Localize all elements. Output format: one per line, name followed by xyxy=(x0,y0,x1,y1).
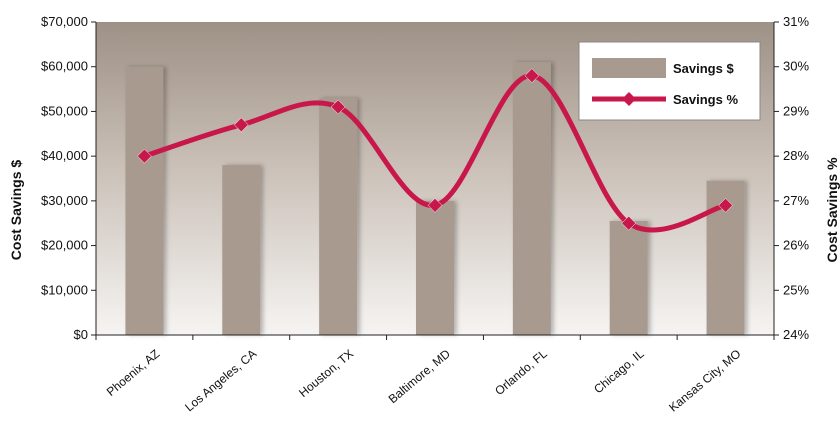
y-tick-label-left: $40,000 xyxy=(41,148,88,163)
bar-savings-dollar xyxy=(609,220,648,335)
y-tick-label-left: $60,000 xyxy=(41,59,88,74)
line-savings-percent xyxy=(141,73,729,233)
marker-savings-percent xyxy=(427,197,443,213)
line-layer xyxy=(137,68,733,233)
bar-savings-dollar xyxy=(125,66,164,335)
category-label: Kansas City, MO xyxy=(666,347,743,415)
category-label: Houston, TX xyxy=(296,347,356,400)
category-label: Los Angeles, CA xyxy=(182,347,259,415)
y-tick-label-right: 29% xyxy=(783,103,809,118)
category-label: Chicago, IL xyxy=(591,346,647,396)
legend-label-savings-dollar: Savings $ xyxy=(673,61,734,76)
y-tick-label-left: $20,000 xyxy=(41,238,88,253)
bars-layer xyxy=(125,62,745,335)
y-axis-title-left: Cost Savings $ xyxy=(8,160,24,261)
y-tick-label-right: 26% xyxy=(783,238,809,253)
bar-savings-dollar xyxy=(319,98,358,335)
y-tick-label-right: 31% xyxy=(783,14,809,29)
y-tick-label-left: $50,000 xyxy=(41,103,88,118)
marker-savings-percent xyxy=(621,215,637,231)
marker-savings-percent xyxy=(330,99,346,115)
y-tick-label-right: 25% xyxy=(783,282,809,297)
legend: Savings $ Savings % xyxy=(578,41,761,121)
y-tick-label-right: 27% xyxy=(783,193,809,208)
bar-savings-dollar xyxy=(512,62,551,335)
bar-savings-dollar xyxy=(222,165,261,335)
y-tick-label-right: 28% xyxy=(783,148,809,163)
marker-savings-percent xyxy=(137,148,152,164)
y-tick-label-left: $70,000 xyxy=(41,14,88,29)
category-labels: Phoenix, AZ Los Angeles, CA Houston, TX Bal… xyxy=(104,346,744,414)
legend-box xyxy=(578,41,761,121)
legend-swatch-marker xyxy=(622,92,636,106)
marker-savings-percent xyxy=(524,68,540,84)
y-tick-label-right: 30% xyxy=(783,59,809,74)
category-label: Phoenix, AZ xyxy=(104,347,163,399)
category-label: Orlando, FL xyxy=(492,346,550,398)
bar-savings-dollar xyxy=(416,200,454,335)
y-tick-label-left: $30,000 xyxy=(41,193,88,208)
legend-label-savings-percent: Savings % xyxy=(673,92,738,107)
category-label: Baltimore, MD xyxy=(386,346,453,406)
y-tick-label-left: $10,000 xyxy=(41,282,88,297)
marker-savings-percent xyxy=(233,117,249,133)
y-tick-label-right: 24% xyxy=(783,327,809,342)
axes-layer: $0 $10,000 $20,000 $30,000 $40,000 $50,000 $60… xyxy=(41,14,809,342)
y-axis-title-right: Cost Savings % xyxy=(824,157,840,263)
marker-savings-percent xyxy=(718,197,733,213)
y-tick-label-left: $0 xyxy=(74,327,88,342)
legend-swatch-bar xyxy=(592,58,666,78)
